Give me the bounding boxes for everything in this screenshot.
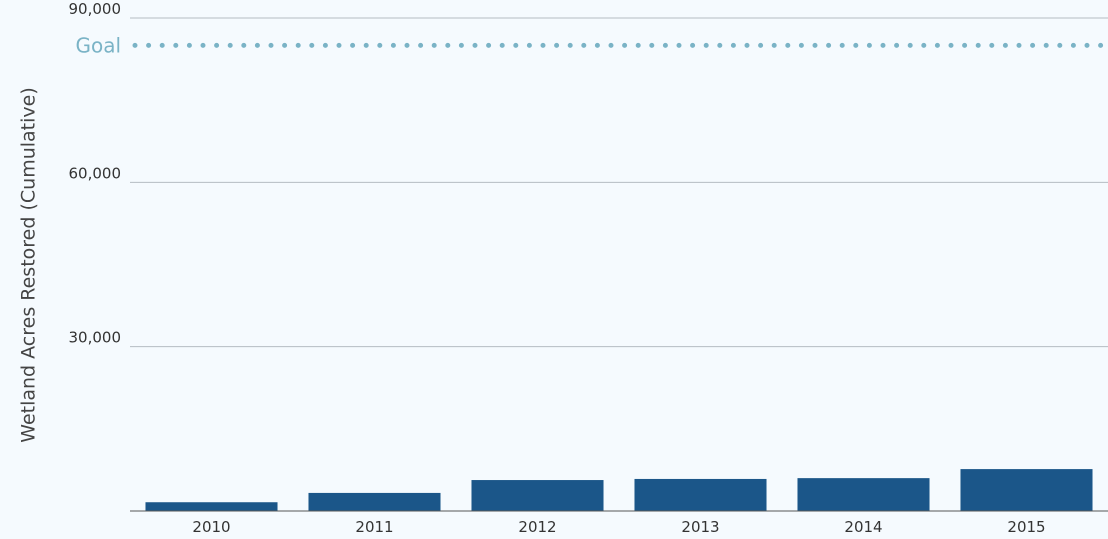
y-axis-label: Wetland Acres Restored (Cumulative): [18, 87, 40, 442]
x-tick-label: 2010: [192, 518, 230, 536]
bar: [308, 492, 441, 511]
y-tick-label: 60,000: [69, 164, 122, 182]
x-tick-label: 2013: [681, 518, 719, 536]
x-tick-label: 2015: [1007, 518, 1045, 536]
bar: [634, 478, 767, 511]
bar: [960, 469, 1093, 511]
bar: [145, 502, 278, 511]
bar: [797, 478, 930, 511]
y-tick-label: 30,000: [69, 329, 122, 347]
bar: [471, 480, 604, 511]
x-tick-label: 2011: [355, 518, 393, 536]
x-tick-label: 2014: [844, 518, 882, 536]
y-tick-label: 90,000: [69, 0, 122, 18]
goal-label: Goal: [75, 33, 121, 57]
x-tick-label: 2012: [518, 518, 556, 536]
